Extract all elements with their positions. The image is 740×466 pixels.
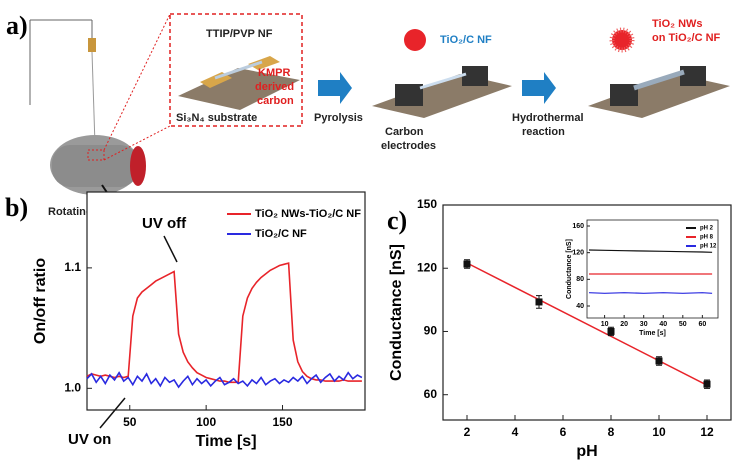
light — [404, 29, 426, 51]
y-tick-label: 40 — [576, 303, 584, 310]
annotation: UV off — [142, 215, 187, 232]
drum-end — [130, 146, 146, 186]
label: TiO₂ NWs — [652, 18, 703, 30]
legend-label: TiO₂ NWs-TiO₂/C NF — [255, 208, 361, 220]
fit-line — [466, 262, 708, 386]
electrode — [395, 84, 423, 106]
x-tick-label: 50 — [123, 415, 137, 429]
series-line — [86, 371, 363, 389]
series-line — [588, 292, 713, 294]
y-tick-label: 160 — [572, 223, 584, 230]
y-tick-label: 60 — [424, 387, 438, 401]
detail-box — [169, 13, 303, 127]
x-tick-label: 10 — [652, 425, 666, 439]
substrate — [178, 68, 300, 110]
label: carbon — [257, 95, 294, 107]
x-tick-label: 40 — [659, 321, 667, 328]
x-tick-label: 2 — [464, 425, 471, 439]
x-tick-label: 20 — [620, 321, 628, 328]
series-line — [86, 262, 362, 384]
legend-label: pH 2 — [700, 226, 714, 232]
annotation-arrow — [163, 235, 178, 263]
legend-label: pH 12 — [700, 244, 717, 250]
label: Pyrolysis — [314, 112, 363, 124]
zoom-line — [103, 125, 171, 161]
label: Hydrothermal — [512, 112, 584, 124]
y-axis-label: Conductance [nS] — [388, 244, 405, 381]
label: on TiO₂/C NF — [652, 32, 721, 44]
arrow — [318, 72, 352, 104]
x-tick-label: 8 — [608, 425, 615, 439]
panel-label: b) — [5, 193, 28, 222]
x-tick-label: 6 — [560, 425, 567, 439]
label: TiO₂/C NF — [440, 34, 492, 46]
plot-frame — [86, 191, 366, 411]
x-tick-label: 30 — [640, 321, 648, 328]
light — [609, 27, 635, 53]
x-tick-label: 100 — [196, 415, 216, 429]
y-tick-label: 120 — [417, 260, 437, 274]
fiber — [633, 69, 685, 91]
point — [463, 260, 471, 268]
annotation: UV on — [68, 431, 111, 448]
zoom-box — [87, 149, 105, 161]
point — [607, 327, 615, 335]
point — [655, 357, 663, 365]
y-tick-label: 80 — [576, 276, 584, 283]
panel-label: c) — [387, 206, 407, 235]
label: reaction — [522, 126, 565, 138]
point — [703, 380, 711, 388]
x-axis-label: Time [s] — [195, 433, 256, 450]
label: TTIP/PVP NF — [206, 28, 273, 40]
label: Carbon — [385, 126, 424, 138]
x-tick-label: 50 — [679, 321, 687, 328]
electrode — [462, 66, 488, 86]
arrow — [522, 72, 556, 104]
y-tick-label: 120 — [572, 250, 584, 257]
label: Si₃N₄ substrate — [176, 112, 257, 124]
label: electrodes — [381, 140, 436, 152]
jet — [91, 51, 96, 146]
series-line — [588, 249, 713, 253]
electrode — [610, 84, 638, 106]
fiber — [214, 60, 263, 80]
x-axis-label: Time [s] — [639, 330, 666, 337]
y-tick-label: 150 — [417, 197, 437, 211]
x-tick-label: 10 — [601, 321, 609, 328]
plot-frame — [586, 219, 719, 319]
label: derived — [255, 81, 294, 93]
pad — [248, 56, 280, 70]
x-tick-label: 60 — [698, 321, 706, 328]
y-tick-label: 1.0 — [64, 380, 81, 394]
y-axis-label: Conductance [nS] — [566, 239, 573, 299]
x-tick-label: 4 — [512, 425, 519, 439]
panel-label: a) — [6, 11, 28, 40]
schematic: a) Rotating drum collector TTIP/PVP NF K… — [6, 11, 730, 218]
zoom-line — [103, 13, 171, 151]
y-axis-label: On/off ratio — [32, 258, 49, 344]
y-tick-label: 90 — [424, 324, 438, 338]
legend-label: pH 8 — [700, 235, 714, 241]
point — [535, 298, 543, 306]
x-tick-label: 150 — [273, 415, 293, 429]
legend-label: TiO₂/C NF — [255, 228, 307, 240]
x-tick-label: 12 — [700, 425, 714, 439]
label: KMPR — [258, 67, 290, 79]
needle — [88, 38, 96, 52]
y-tick-label: 1.1 — [64, 260, 81, 274]
electrode — [680, 66, 706, 86]
x-axis-label: pH — [576, 443, 597, 460]
fiber — [419, 72, 467, 90]
drum-body — [52, 145, 138, 187]
annotation-arrow — [99, 397, 126, 429]
